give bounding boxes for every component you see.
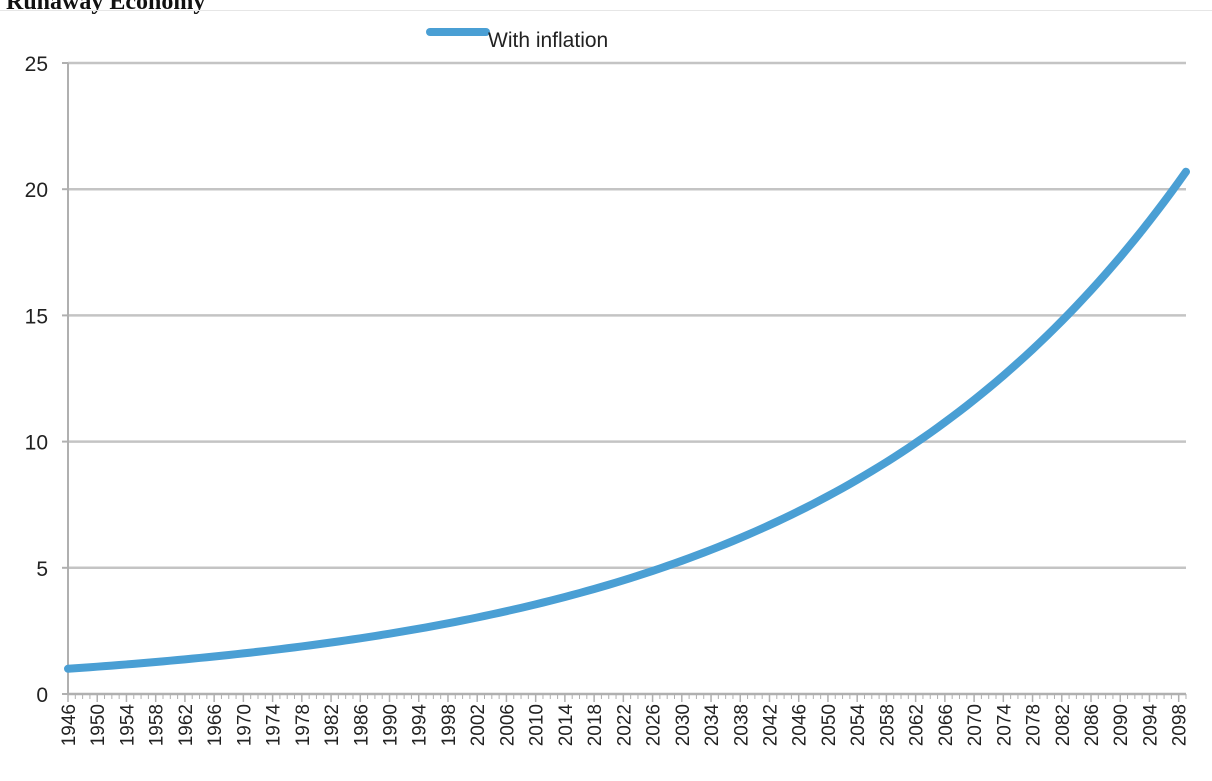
series-layer <box>64 167 1190 673</box>
page-title: Runaway Economy <box>6 0 206 15</box>
x-tick-label: 1954 <box>117 704 138 747</box>
x-tick-label: 1978 <box>293 704 314 746</box>
x-tick-label: 2026 <box>644 704 665 746</box>
x-tick-label: 2018 <box>585 704 606 746</box>
x-tick-label: 1990 <box>381 704 402 746</box>
x-tick-label: 2086 <box>1082 704 1103 746</box>
y-tick-label: 20 <box>25 179 48 202</box>
x-tick-label: 1986 <box>351 704 372 746</box>
x-tick-label: 1994 <box>410 704 431 747</box>
x-tick-label: 2002 <box>468 704 489 746</box>
legend: With inflation <box>426 28 608 52</box>
x-tick-label: 2078 <box>1024 704 1045 746</box>
y-tick-label: 15 <box>25 305 48 328</box>
x-tick-label: 2042 <box>760 704 781 746</box>
x-tick-label: 2094 <box>1140 704 1161 747</box>
gridlines <box>68 61 1186 570</box>
x-tick-label: 1966 <box>205 704 226 746</box>
x-tick-label: 1974 <box>264 704 285 747</box>
x-tick-label: 1970 <box>234 704 255 746</box>
x-tick-label: 2010 <box>527 704 548 746</box>
x-tick-label: 2046 <box>790 704 811 746</box>
x-tick-label: 1958 <box>147 704 168 746</box>
legend-label: With inflation <box>488 29 608 52</box>
series-line-0 <box>64 167 1190 673</box>
x-tick-label: 1950 <box>88 704 109 746</box>
x-tick-label: 1962 <box>176 704 197 746</box>
x-tick-label: 2050 <box>819 704 840 746</box>
y-tick-label: 5 <box>36 558 48 581</box>
title-divider <box>0 10 1212 11</box>
y-axis: 0 5 10 15 20 25 <box>25 53 69 707</box>
x-tick-label: 1946 <box>59 704 80 746</box>
x-tick-label: 1998 <box>439 704 460 746</box>
x-tick-label: 2062 <box>907 704 928 746</box>
x-tick-label: 2038 <box>731 704 752 746</box>
x-tick-label: 2066 <box>936 704 957 746</box>
x-tick-label: 2030 <box>673 704 694 746</box>
x-tick-label: 2014 <box>556 704 577 747</box>
x-tick-label: 2054 <box>848 704 869 747</box>
x-tick-label: 2074 <box>994 704 1015 747</box>
x-tick-label: 2034 <box>702 704 723 747</box>
x-tick-label: 2006 <box>497 704 518 746</box>
x-axis: 1946 1950 1954 1958 1962 1966 1970 1974 1978 1982… <box>59 692 1191 747</box>
x-tick-label: 1982 <box>322 704 343 746</box>
x-tick-label: 2082 <box>1053 704 1074 746</box>
y-tick-label: 25 <box>25 53 48 76</box>
x-tick-label: 2070 <box>965 704 986 746</box>
y-tick-label: 10 <box>25 432 48 455</box>
y-tick-label: 0 <box>36 684 48 707</box>
x-tick-label: 2022 <box>614 704 635 746</box>
x-tick-label: 2058 <box>877 704 898 746</box>
x-tick-label: 2090 <box>1111 704 1132 746</box>
x-tick-label: 2098 <box>1170 704 1191 746</box>
